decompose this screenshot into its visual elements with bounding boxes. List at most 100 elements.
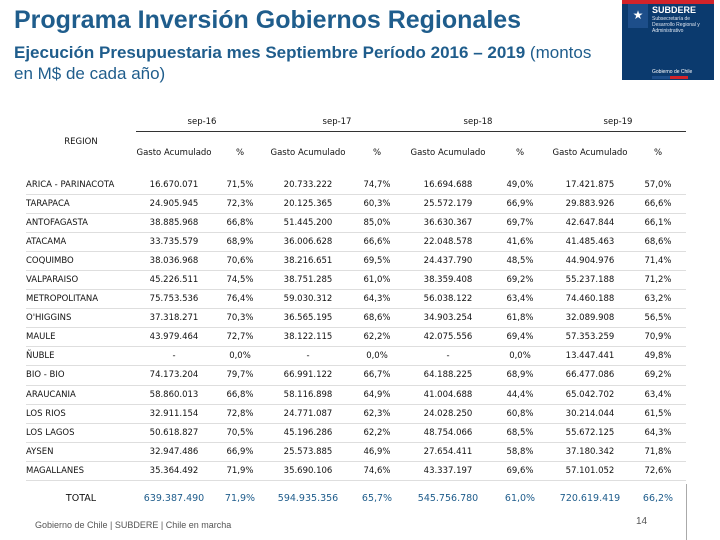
table-row: ANTOFAGASTA 38.885.968 66,8% 51.445.200 85,0…: [26, 213, 686, 233]
gasto-cell: 29.883.926: [550, 194, 630, 214]
total-pct-cell: 66,2%: [642, 492, 674, 504]
gasto-cell: 42.647.844: [550, 213, 630, 233]
gasto-cell: 74.460.188: [550, 289, 630, 310]
gasto-cell: 38.216.651: [268, 251, 348, 271]
pct-cell: 66,9%: [212, 442, 268, 462]
pct-cell: 49,0%: [490, 175, 550, 195]
pct-cell: 68,5%: [490, 423, 550, 443]
gasto-cell: 45.196.286: [268, 423, 348, 443]
gasto-cell: 16.694.688: [406, 175, 490, 195]
region-cell: O'HIGGINS: [26, 308, 136, 329]
region-cell: ARAUCANIA: [26, 385, 136, 405]
pct-cell: 74,7%: [348, 175, 406, 195]
gasto-cell: 36.565.195: [268, 308, 348, 329]
region-cell: BIO - BIO: [26, 365, 136, 386]
gasto-cell: 57.101.052: [550, 461, 630, 482]
gasto-cell: 55.672.125: [550, 423, 630, 443]
pct-cell: 0,0%: [490, 346, 550, 367]
gasto-cell: 25.573.885: [268, 442, 348, 462]
region-cell: ARICA - PARINACOTA: [26, 175, 136, 195]
region-cell: ÑUBLE: [26, 346, 136, 367]
pct-cell: 71,9%: [212, 461, 268, 482]
subdere-logo: ★ SUBDERE Subsecretaría de Desarrollo Re…: [622, 0, 714, 80]
gasto-cell: 24.437.790: [406, 251, 490, 271]
pct-cell: 0,0%: [212, 346, 268, 367]
pct-cell: 74,6%: [348, 461, 406, 482]
gasto-cell: 58.860.013: [136, 385, 212, 405]
gasto-cell: 56.038.122: [406, 289, 490, 310]
flag-stripe: [652, 76, 688, 79]
year-header: sep-18: [406, 113, 550, 132]
gasto-cell: 75.753.536: [136, 289, 212, 310]
region-cell: ATACAMA: [26, 232, 136, 252]
pct-column-header: %: [235, 148, 245, 159]
table-row: BIO - BIO 74.173.204 79,7% 66.991.122 66,7% 6…: [26, 365, 686, 386]
total-label: TOTAL: [65, 492, 97, 504]
pct-cell: 66,1%: [630, 213, 686, 233]
pct-cell: 64,3%: [348, 289, 406, 310]
total-gasto-cell: 720.619.419: [559, 492, 621, 504]
pct-cell: 48,5%: [490, 251, 550, 271]
region-cell: MAGALLANES: [26, 461, 136, 482]
gasto-cell: 38.122.115: [268, 327, 348, 348]
region-column-header: REGION: [64, 136, 98, 147]
year-header: sep-17: [268, 113, 406, 132]
gasto-cell: 24.028.250: [406, 404, 490, 424]
total-pct-cell: 71,9%: [224, 492, 256, 504]
pct-cell: 56,5%: [630, 308, 686, 329]
pct-column-header: %: [372, 148, 382, 159]
pct-cell: 62,2%: [348, 327, 406, 348]
gasto-cell: 48.754.066: [406, 423, 490, 443]
pct-cell: 66,8%: [212, 213, 268, 233]
gasto-cell: 20.125.365: [268, 194, 348, 214]
gasto-cell: 43.979.464: [136, 327, 212, 348]
page-subtitle: Ejecución Presupuestaria mes Septiembre …: [14, 42, 614, 84]
gasto-cell: 36.006.628: [268, 232, 348, 252]
pct-cell: 61,5%: [630, 404, 686, 424]
pct-cell: 71,4%: [630, 251, 686, 271]
logo-red-bar: [622, 0, 714, 4]
gasto-cell: 65.042.702: [550, 385, 630, 405]
pct-cell: 68,6%: [348, 308, 406, 329]
subtitle-note: (montos en M$ de cada año): [14, 43, 592, 83]
pct-cell: 61,0%: [348, 270, 406, 291]
pct-cell: 76,4%: [212, 289, 268, 310]
gasto-cell: -: [406, 346, 490, 367]
gasto-cell: 16.670.071: [136, 175, 212, 195]
pct-cell: 68,9%: [212, 232, 268, 252]
table-row: LOS LAGOS 50.618.827 70,5% 45.196.286 62,2% 4…: [26, 423, 686, 443]
pct-cell: 63,2%: [630, 289, 686, 310]
gasto-cell: 17.421.875: [550, 175, 630, 195]
pct-cell: 66,6%: [630, 194, 686, 214]
year-header: sep-19: [550, 113, 686, 132]
year-header-row: sep-16 sep-17 sep-18 sep-19: [26, 113, 686, 132]
gasto-cell: 25.572.179: [406, 194, 490, 214]
pct-cell: 46,9%: [348, 442, 406, 462]
gasto-cell: 38.359.408: [406, 270, 490, 291]
table-row: METROPOLITANA 75.753.536 76,4% 59.030.312 64…: [26, 289, 686, 310]
gasto-cell: 44.904.976: [550, 251, 630, 271]
table-row: AYSEN 32.947.486 66,9% 25.573.885 46,9% 27.65…: [26, 442, 686, 462]
pct-cell: 74,5%: [212, 270, 268, 291]
pct-cell: 61,8%: [490, 308, 550, 329]
gasto-cell: 42.075.556: [406, 327, 490, 348]
pct-cell: 71,8%: [630, 442, 686, 462]
gasto-cell: 35.364.492: [136, 461, 212, 482]
gasto-cell: 37.180.342: [550, 442, 630, 462]
gasto-cell: 32.089.908: [550, 308, 630, 329]
star-icon: ★: [628, 4, 648, 28]
pct-cell: 68,9%: [490, 365, 550, 386]
gasto-cell: 57.353.259: [550, 327, 630, 348]
pct-cell: 41,6%: [490, 232, 550, 252]
pct-cell: 72,8%: [212, 404, 268, 424]
gasto-cell: 41.004.688: [406, 385, 490, 405]
logo-government: Gobierno de Chile: [652, 69, 693, 75]
pct-cell: 60,8%: [490, 404, 550, 424]
gasto-cell: 38.885.968: [136, 213, 212, 233]
pct-cell: 70,3%: [212, 308, 268, 329]
region-cell: VALPARAISO: [26, 270, 136, 291]
page-title: Programa Inversión Gobiernos Regionales: [14, 6, 522, 34]
table-row: ATACAMA 33.735.579 68,9% 36.006.628 66,6% 22.…: [26, 232, 686, 252]
gasto-cell: 59.030.312: [268, 289, 348, 310]
region-cell: COQUIMBO: [26, 251, 136, 271]
